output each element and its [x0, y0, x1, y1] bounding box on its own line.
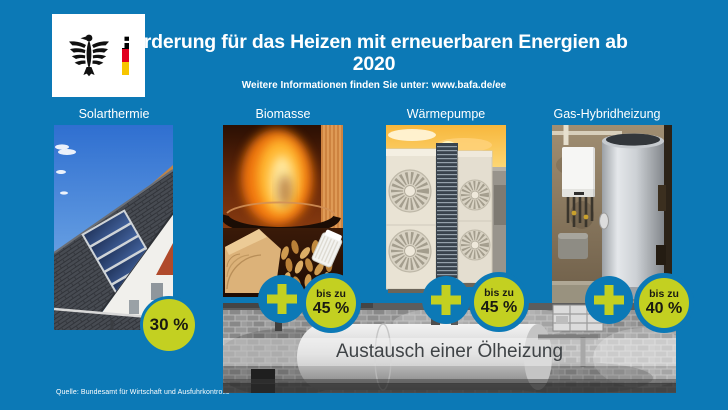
subsidy-badge-waermepumpe: bis zu 45 %	[469, 272, 529, 332]
column-label-gas-hybridheizung: Gas-Hybridheizung	[553, 107, 661, 121]
wood-fire-pellets-photo	[223, 125, 343, 297]
heat-pump-photo	[386, 125, 506, 297]
badge-value: 30 %	[149, 315, 189, 334]
badge-value: 45 %	[480, 298, 518, 316]
subsidy-badge-gas-hybridheizung: bis zu 40 %	[634, 273, 694, 333]
source-note: Quelle: Bundesamt für Wirtschaft und Aus…	[56, 389, 230, 396]
plus-icon	[258, 275, 306, 323]
banner-text: Austausch einer Ölheizung	[335, 341, 564, 362]
banner: Austausch einer Ölheizung	[223, 338, 676, 366]
badge-prefix: bis zu	[649, 287, 679, 300]
badge-prefix: bis zu	[484, 286, 514, 299]
badge-value: 40 %	[645, 299, 683, 317]
badge-value: 45 %	[312, 299, 350, 317]
plus-icon	[585, 276, 633, 324]
bund-logo	[52, 14, 145, 97]
page-subtitle: Weitere Informationen finden Sie unter: …	[241, 80, 507, 91]
column-label-biomasse: Biomasse	[255, 107, 311, 121]
header: Förderung für das Heizen mit erneuerbare…	[114, 31, 634, 92]
subsidy-badge-biomasse: bis zu 45 %	[301, 273, 361, 333]
plus-icon	[422, 276, 470, 324]
column-label-solarthermie: Solarthermie	[78, 107, 150, 121]
boiler-tank-photo	[552, 125, 672, 303]
page-title: Förderung für das Heizen mit erneuerbare…	[120, 31, 628, 75]
column-label-waermepumpe: Wärmepumpe	[406, 107, 486, 121]
german-flag-stripe	[122, 36, 129, 75]
subsidy-badge-solarthermie: 30 %	[140, 296, 198, 354]
federal-eagle-icon	[69, 34, 109, 77]
badge-prefix: bis zu	[316, 287, 346, 300]
